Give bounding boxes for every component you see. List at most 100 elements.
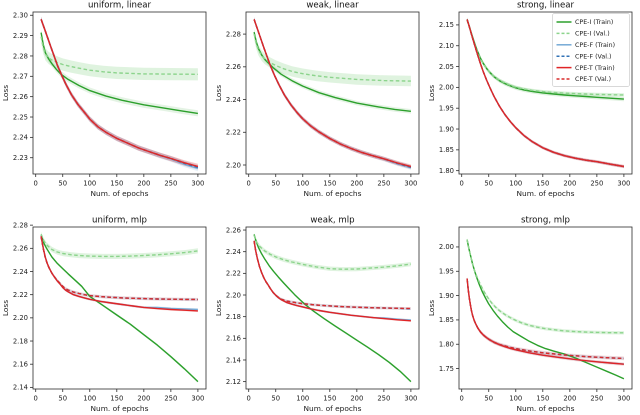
band-CPE-F (Val.) bbox=[41, 16, 198, 170]
y-axis-label: Loss bbox=[427, 85, 436, 101]
y-tick-label: 2.24 bbox=[226, 248, 241, 256]
y-tick-label: 1.85 bbox=[439, 146, 454, 154]
y-tick-label: 1.95 bbox=[439, 105, 454, 113]
y-tick-label: 2.28 bbox=[226, 30, 241, 38]
series-line-CPE-I (Train) bbox=[40, 234, 199, 383]
series-line-CPE-I (Train) bbox=[253, 31, 411, 112]
y-tick-label: 1.85 bbox=[439, 316, 454, 324]
series-line-CPE-I (Val.) bbox=[253, 33, 411, 82]
x-tick-label: 300 bbox=[617, 180, 630, 188]
legend-label: CPE-F (Val.) bbox=[575, 53, 611, 60]
x-tick-label: 50 bbox=[271, 395, 280, 403]
series-line-CPE-F (Train) bbox=[253, 19, 412, 169]
chart-canvas-strong-mlp: 0 50 100 150 200 250 300 1.75 1.80 1.85 1.90 1.95 2.… bbox=[427, 216, 633, 413]
x-tick-label: 300 bbox=[191, 395, 204, 403]
x-axis-label: Num. of epochs bbox=[91, 404, 149, 413]
x-tick-label: 50 bbox=[484, 395, 493, 403]
plot-title: strong, linear bbox=[517, 1, 575, 11]
y-axis-label: Loss bbox=[1, 85, 10, 101]
y-tick-label: 2.22 bbox=[226, 129, 241, 137]
x-tick-label: 100 bbox=[296, 180, 309, 188]
band-CPE-I (Train) bbox=[41, 233, 198, 383]
y-tick-label: 1.90 bbox=[439, 292, 454, 300]
x-tick-label: 250 bbox=[164, 395, 177, 403]
plot-title: strong, mlp bbox=[521, 216, 570, 226]
y-tick-label: 2.16 bbox=[13, 361, 28, 369]
y-axis-label: Loss bbox=[214, 300, 223, 316]
axes-spines bbox=[245, 226, 420, 390]
x-axis-label: Num. of epochs bbox=[91, 189, 149, 198]
subplot-uniform-mlp: 0 50 100 150 200 250 300 2.14 2.16 2.18 2.20 2.22 2.… bbox=[0, 207, 214, 415]
axes-spines bbox=[245, 11, 420, 175]
y-tick-label: 2.25 bbox=[13, 113, 28, 121]
x-tick-label: 250 bbox=[164, 180, 177, 188]
band-CPE-T (Val.) bbox=[254, 239, 411, 310]
x-tick-label: 250 bbox=[377, 180, 390, 188]
x-tick-label: 50 bbox=[271, 180, 280, 188]
x-tick-label: 150 bbox=[536, 395, 549, 403]
y-tick-label: 2.05 bbox=[439, 63, 454, 71]
x-tick-label: 200 bbox=[350, 395, 363, 403]
y-axis-label: Loss bbox=[214, 85, 223, 101]
series-line-CPE-T (Train) bbox=[253, 19, 412, 168]
y-tick-label: 2.00 bbox=[439, 84, 454, 92]
legend-label: CPE-F (Train) bbox=[575, 42, 615, 49]
series-line-CPE-I (Val.) bbox=[40, 36, 198, 75]
y-tick-label: 2.27 bbox=[13, 73, 28, 81]
subplot-weak-mlp: 0 50 100 150 200 250 300 2.12 2.14 2.16 2.18 2.20 2.… bbox=[213, 207, 427, 415]
chart-canvas-uniform-linear: 0 50 100 150 200 250 300 2.23 2.24 2.25 2.26 2.27 2.… bbox=[1, 1, 207, 198]
y-tick-label: 2.26 bbox=[226, 63, 241, 71]
x-tick-label: 0 bbox=[460, 395, 464, 403]
y-tick-label: 2.22 bbox=[226, 270, 241, 278]
y-tick-label: 2.29 bbox=[13, 32, 28, 40]
band-CPE-F (Val.) bbox=[254, 239, 411, 311]
plot-title: weak, linear bbox=[306, 1, 359, 11]
y-tick-label: 2.30 bbox=[13, 12, 28, 20]
y-tick-label: 2.18 bbox=[226, 313, 241, 321]
axes-spines bbox=[32, 226, 207, 390]
x-tick-label: 100 bbox=[509, 180, 522, 188]
band-CPE-T (Train) bbox=[41, 16, 198, 170]
series-line-CPE-T (Train) bbox=[253, 240, 411, 322]
band-CPE-F (Val.) bbox=[254, 17, 411, 170]
y-tick-label: 1.95 bbox=[439, 268, 454, 276]
series-line-CPE-F (Val.) bbox=[40, 19, 199, 169]
y-axis-label: Loss bbox=[1, 300, 10, 316]
series-line-CPE-I (Train) bbox=[253, 234, 412, 383]
series-line-CPE-T (Train) bbox=[40, 236, 198, 312]
chart-canvas-weak-mlp: 0 50 100 150 200 250 300 2.12 2.14 2.16 2.18 2.20 2.… bbox=[214, 216, 420, 413]
band-CPE-T (Val.) bbox=[41, 235, 198, 302]
series-line-CPE-T (Val.) bbox=[253, 19, 412, 168]
x-tick-label: 100 bbox=[509, 395, 522, 403]
y-tick-label: 2.26 bbox=[226, 226, 241, 234]
plot-area bbox=[253, 233, 412, 383]
x-tick-label: 0 bbox=[34, 395, 38, 403]
chart-canvas-weak-linear: 0 50 100 150 200 250 300 2.20 2.22 2.24 2.26 2.28 we… bbox=[214, 1, 420, 198]
legend-label: CPE-I (Train) bbox=[575, 19, 613, 26]
x-tick-label: 300 bbox=[191, 180, 204, 188]
legend: CPE-I (Train) CPE-I (Val.) CPE-F (Train) CP… bbox=[552, 13, 630, 87]
y-tick-label: 2.22 bbox=[13, 291, 28, 299]
x-tick-label: 0 bbox=[34, 180, 38, 188]
plot-area bbox=[40, 231, 199, 383]
legend-label: CPE-I (Val.) bbox=[575, 31, 610, 38]
x-tick-label: 50 bbox=[58, 395, 67, 403]
x-tick-label: 100 bbox=[83, 395, 96, 403]
x-tick-label: 150 bbox=[536, 180, 549, 188]
chart-canvas-strong-linear: 0 50 100 150 200 250 300 1.80 1.85 1.90 1.95 2.00 2.… bbox=[427, 1, 633, 198]
y-tick-label: 2.24 bbox=[13, 134, 28, 142]
band-CPE-T (Val.) bbox=[41, 16, 198, 170]
band-CPE-F (Train) bbox=[254, 17, 411, 170]
y-tick-label: 2.26 bbox=[13, 93, 28, 101]
axes-spines bbox=[32, 11, 207, 175]
x-axis-label: Num. of epochs bbox=[304, 404, 362, 413]
series-line-CPE-T (Val.) bbox=[466, 278, 624, 360]
y-tick-label: 2.18 bbox=[13, 337, 28, 345]
series-line-CPE-I (Val.) bbox=[466, 239, 624, 334]
x-tick-label: 200 bbox=[137, 395, 150, 403]
x-tick-label: 0 bbox=[247, 180, 251, 188]
subplot-strong-mlp: 0 50 100 150 200 250 300 1.75 1.80 1.85 1.90 1.95 2.… bbox=[426, 207, 640, 415]
band-CPE-I (Val.) bbox=[254, 233, 411, 272]
x-tick-label: 200 bbox=[350, 180, 363, 188]
band-CPE-T (Val.) bbox=[467, 276, 624, 361]
